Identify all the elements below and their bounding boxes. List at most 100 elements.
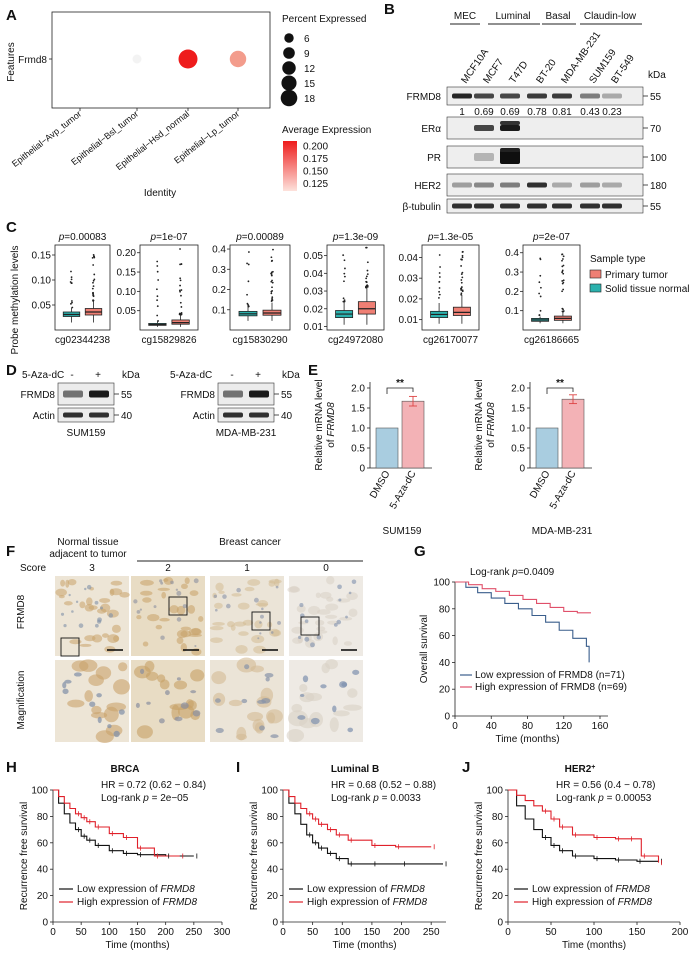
panel-b-band-4-3 — [527, 203, 547, 209]
panel-b-band-upper-2-2 — [500, 148, 520, 152]
panel-b-quant-4: 0.81 — [552, 107, 572, 118]
panel-f-mag-cell-1-9 — [136, 725, 153, 739]
panel-c-outlier-4-normal-1 — [438, 293, 441, 296]
panel-f-ihc-cell-0-14 — [55, 588, 67, 597]
panel-c-outlier-1-normal-1 — [156, 270, 159, 273]
panel-f-mag-cell-1-11 — [159, 679, 170, 690]
km-legend-gene-1-0: FRMD8 — [390, 884, 425, 895]
km-ytick-label-2-0: 100 — [486, 786, 503, 797]
panel-f-ihc-nucleus-3-7 — [345, 615, 348, 619]
panel-d-treatment-1: 5-Aza-dC — [170, 370, 212, 381]
panel-c-outlier-0-normal-2 — [70, 278, 73, 281]
panel-f-ihc-cell-1-7 — [142, 641, 149, 647]
panel-f-ihc-nucleus-1-7 — [153, 605, 157, 609]
panel-c-probe-2: cg15830290 — [232, 335, 287, 346]
panel-c-outlier-0-tumor-9 — [92, 253, 95, 256]
panel-f-ihc-nucleus-2-0 — [260, 614, 264, 619]
panel-c-ytick-label-3-4: 0.01 — [304, 322, 324, 333]
panel-f-ihc-cell-2-9 — [231, 593, 242, 597]
panel-c-outlier-2-normal-6 — [247, 305, 250, 307]
panel-a-size-legend-dot-0 — [284, 33, 294, 43]
panel-g-xtick-label-0: 0 — [452, 721, 458, 732]
panel-b-band-0-4 — [552, 93, 572, 99]
panel-c-outlier-1-tumor-18 — [180, 289, 183, 291]
km-ylabel-0: Recurrence free survival — [19, 802, 30, 910]
panel-c-methylation-boxplots: Probe methylation levels 0.150.100.05p=0… — [10, 232, 689, 354]
panel-b-group-2: Basal — [545, 11, 570, 22]
panel-f-ihc-nucleus-1-0 — [133, 599, 138, 604]
km-legend-gene-1-1: FRMD8 — [393, 897, 428, 908]
panel-f-mag-nucleus-0-1 — [96, 693, 102, 698]
panel-f-ihc-nucleus-1-5 — [182, 604, 187, 609]
panel-c-outlier-0-tumor-6 — [92, 264, 95, 266]
panel-c-outlier-0-normal-7 — [71, 300, 73, 302]
panel-c-outlier-0-tumor-21 — [92, 281, 94, 284]
panel-c-probe-5: cg26186665 — [524, 335, 579, 346]
panel-c-outlier-0-tumor-18 — [92, 292, 94, 295]
panel-c-ytick-label-4-1: 0.03 — [399, 274, 419, 285]
panel-f-image-col-3 — [286, 576, 363, 743]
panel-e-bar-0-1 — [401, 400, 425, 469]
panel-f-ihc-cell-2-8 — [210, 637, 223, 643]
panel-f-ihc-nucleus-3-4 — [336, 619, 342, 625]
panel-b-quant-0: 1 — [459, 107, 465, 118]
panel-f-ihc-cell-0-13 — [119, 592, 130, 598]
panel-f-ihc-cell-1-23 — [187, 604, 196, 614]
panel-f-ihc-nucleus-0-10 — [75, 600, 79, 604]
panel-e-ytick-label-1-1: 1.5 — [511, 404, 525, 415]
panel-c-pvalue-p-1: p — [150, 232, 157, 243]
panel-e-bar-1-0 — [535, 427, 559, 469]
panel-f-mag-nucleus-1-4 — [146, 701, 151, 705]
panel-f-ihc-cell-3-8 — [316, 609, 331, 615]
panel-e-ytick-label-0-1: 1.5 — [351, 404, 365, 415]
panel-g-xtick-label-4: 160 — [592, 721, 609, 732]
panel-c-outlier-5-tumor-16 — [561, 280, 564, 282]
panel-e-sig-bracket-0 — [386, 387, 414, 394]
panel-f-mag-nucleus-2-2 — [270, 734, 279, 739]
panel-c-outlier-4-normal-6 — [438, 287, 441, 289]
panel-f-mag-nucleus-3-9 — [299, 693, 305, 698]
panel-e-plot-0: Relative mRNA level of FRMD8 2.0 1.5 1.0 0.5 0… — [314, 378, 432, 537]
panel-c-outlier-3-normal-0 — [343, 299, 346, 302]
panel-c-pvalue-1: p=1e-07 — [150, 232, 188, 243]
panel-a-frame — [51, 11, 271, 109]
panel-c-outlier-5-normal-0 — [539, 286, 542, 289]
km-hr-1: HR = 0.68 (0.52 − 0.88) — [331, 780, 436, 791]
panel-f-ihc-cell-1-5 — [180, 626, 191, 631]
panel-f-ihc-nucleus-3-8 — [333, 622, 338, 627]
km-xtick-label-2-0: 0 — [505, 927, 511, 938]
panel-b-band-0-0 — [452, 93, 472, 99]
panel-c-outlier-5-tumor-17 — [562, 310, 565, 312]
panel-c-outlier-1-normal-9 — [157, 320, 159, 322]
panel-f-ihc-cell-1-19 — [155, 624, 163, 630]
panel-f-ihc-cell-0-9 — [79, 601, 86, 609]
panel-b-group-1: Luminal — [495, 11, 530, 22]
km-legend-gene-0-0: FRMD8 — [160, 884, 195, 895]
panel-c-outlier-1-normal-2 — [156, 295, 159, 298]
panel-c-outlier-1-tumor-14 — [179, 263, 181, 266]
panel-f-mag-nucleus-0-9 — [97, 716, 102, 724]
panel-f-mag-nucleus-3-3 — [352, 669, 360, 675]
panel-c-outlier-5-tumor-5 — [562, 288, 565, 291]
panel-f-mag-cell-0-11 — [113, 679, 130, 695]
panel-f-ihc-nucleus-0-8 — [63, 624, 67, 628]
panel-f-ihc-cell-0-2 — [60, 579, 66, 587]
panel-g-curve-low — [455, 581, 590, 663]
panel-f-ihc-cell-3-20 — [291, 626, 304, 634]
panel-f-mag-nucleus-0-6 — [62, 682, 67, 689]
panel-f-ihc-cell-0-20 — [109, 588, 123, 596]
km-curve-low-0 — [53, 789, 194, 857]
panel-f-mag-nucleus-2-6 — [259, 725, 265, 731]
panel-b-band-4-4 — [552, 203, 572, 209]
panel-c-outlier-5-normal-4 — [538, 292, 541, 295]
panel-c-outlier-2-tumor-21 — [271, 297, 273, 300]
panel-g-xtick-label-1: 40 — [486, 721, 498, 732]
panel-f-mag-nucleus-1-3 — [165, 690, 170, 696]
panel-e-sig-bracket-1 — [546, 387, 574, 394]
panel-f-ihc-nucleus-0-7 — [60, 612, 65, 616]
panel-b-blot-name-2: PR — [427, 153, 441, 164]
panel-f-ihc-nucleus-1-13 — [176, 590, 182, 596]
